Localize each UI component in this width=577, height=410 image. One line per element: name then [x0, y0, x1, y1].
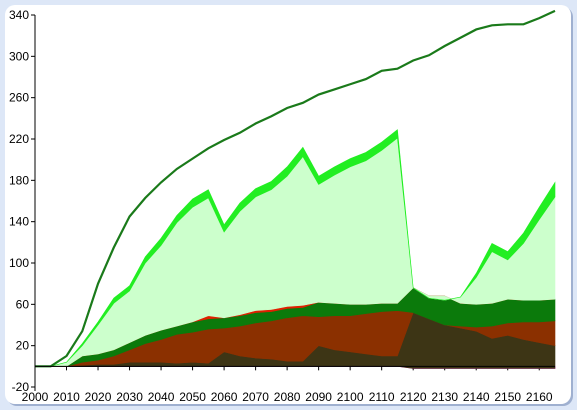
x-tick-label: 2070: [242, 390, 269, 404]
x-tick-label: 2090: [305, 390, 332, 404]
y-tick-label: 260: [9, 91, 29, 105]
series-line: [35, 9, 556, 368]
y-tick-label: 60: [16, 297, 30, 311]
x-tick-label: 2150: [494, 390, 521, 404]
x-tick-label: 2080: [274, 390, 301, 404]
x-tick-label: 2160: [526, 390, 553, 404]
x-tick-label: 2060: [211, 390, 238, 404]
x-tick-label: 2040: [148, 390, 175, 404]
x-tick-label: 2010: [53, 390, 80, 404]
x-tick-label: 2130: [431, 390, 458, 404]
x-tick-label: 2140: [463, 390, 490, 404]
y-tick-label: 100: [9, 256, 29, 270]
x-tick-label: 2020: [85, 390, 112, 404]
series-area: [35, 129, 556, 367]
y-tick-label: -20: [12, 380, 30, 394]
y-tick-label: 20: [16, 339, 30, 353]
x-tick-label: 2000: [22, 390, 49, 404]
x-tick-label: 2050: [179, 390, 206, 404]
x-tick-label: 2100: [337, 390, 364, 404]
x-tick-label: 2110: [369, 390, 395, 404]
y-tick-label: 340: [9, 8, 29, 22]
y-tick-label: 140: [9, 215, 29, 229]
y-tick-label: 300: [9, 49, 29, 63]
x-tick-label: 2120: [400, 390, 427, 404]
x-tick-label: 2030: [116, 390, 143, 404]
y-tick-label: 220: [9, 132, 29, 146]
y-tick-label: 180: [9, 173, 29, 187]
chart-panel: -20 20 60 100 140 180 220 260 300 340 2000 2010 2020…: [5, 5, 571, 404]
